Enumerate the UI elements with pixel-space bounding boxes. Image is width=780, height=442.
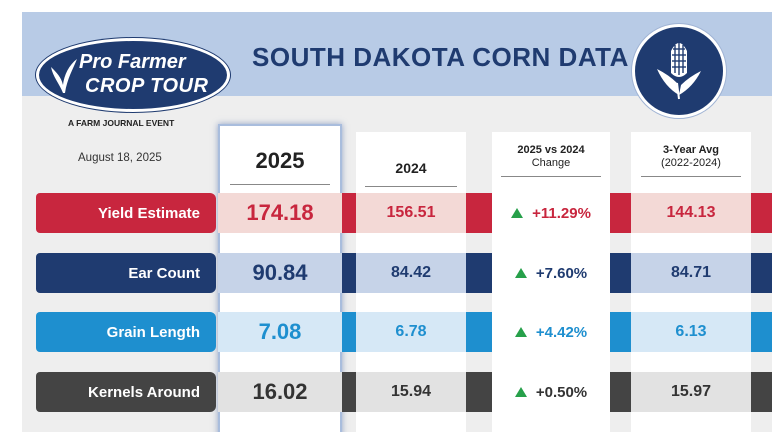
row-accent bbox=[751, 312, 772, 352]
row-accent bbox=[751, 193, 772, 233]
column-divider bbox=[640, 176, 742, 177]
logo-text-top: Pro Farmer bbox=[79, 51, 186, 73]
row-accent bbox=[610, 253, 631, 293]
value-2024: 15.94 bbox=[356, 372, 466, 412]
change-text: +11.29% bbox=[532, 204, 591, 222]
value-2025: 174.18 bbox=[218, 193, 342, 233]
column-divider bbox=[501, 176, 601, 177]
row-label: Yield Estimate bbox=[36, 193, 216, 233]
row-accent bbox=[610, 372, 631, 412]
value-change: +7.60% bbox=[492, 253, 610, 293]
row-accent bbox=[342, 253, 356, 293]
column-divider bbox=[364, 186, 458, 187]
change-text: +7.60% bbox=[535, 264, 588, 282]
row-accent bbox=[466, 253, 492, 293]
report-date: August 18, 2025 bbox=[78, 152, 162, 164]
value-change: +0.50% bbox=[492, 372, 610, 412]
row-accent bbox=[466, 312, 492, 352]
value-change: +11.29% bbox=[492, 193, 610, 233]
row-accent bbox=[466, 193, 492, 233]
row-accent bbox=[610, 193, 631, 233]
table-row: Kernels Around 16.02 15.94 +0.50% 15.97 bbox=[36, 372, 772, 412]
corn-badge bbox=[632, 24, 726, 118]
row-label: Grain Length bbox=[36, 312, 216, 352]
column-header-2024: 2024 bbox=[395, 160, 427, 176]
change-text: +0.50% bbox=[535, 383, 588, 401]
row-accent bbox=[610, 312, 631, 352]
column-divider bbox=[229, 184, 331, 185]
column-header-avg: 3-Year Avg bbox=[662, 144, 720, 156]
up-arrow-icon bbox=[511, 208, 524, 218]
table-row: Ear Count 90.84 84.42 +7.60% 84.71 bbox=[36, 253, 772, 293]
infographic: SOUTH DAKOTA CORN DATA Pro Farmer CROP T… bbox=[22, 12, 772, 432]
value-3yr-avg: 84.71 bbox=[631, 253, 751, 293]
value-2024: 156.51 bbox=[356, 193, 466, 233]
change-text: +4.42% bbox=[535, 323, 588, 341]
row-accent bbox=[466, 372, 492, 412]
column-header-2025: 2025 bbox=[255, 148, 305, 173]
row-accent bbox=[342, 193, 356, 233]
crop-tour-logo: Pro Farmer CROP TOUR bbox=[36, 38, 230, 112]
row-accent bbox=[342, 372, 356, 412]
table-row: Grain Length 7.08 6.78 +4.42% 6.13 bbox=[36, 312, 772, 352]
value-2025: 16.02 bbox=[218, 372, 342, 412]
logo-text-bottom: CROP TOUR bbox=[85, 75, 209, 97]
page-title: SOUTH DAKOTA CORN DATA bbox=[252, 42, 629, 72]
value-change: +4.42% bbox=[492, 312, 610, 352]
value-2025: 7.08 bbox=[218, 312, 342, 352]
event-tagline: A FARM JOURNAL EVENT bbox=[68, 118, 175, 128]
row-accent bbox=[751, 253, 772, 293]
column-header-change-sub: Change bbox=[531, 157, 571, 169]
corn-icon bbox=[657, 41, 701, 100]
value-3yr-avg: 144.13 bbox=[631, 193, 751, 233]
row-label: Ear Count bbox=[36, 253, 216, 293]
value-2024: 6.78 bbox=[356, 312, 466, 352]
value-3yr-avg: 6.13 bbox=[631, 312, 751, 352]
up-arrow-icon bbox=[514, 387, 527, 397]
table-row: Yield Estimate 174.18 156.51 +11.29% 144.13 bbox=[36, 193, 772, 233]
up-arrow-icon bbox=[514, 268, 527, 278]
value-2025: 90.84 bbox=[218, 253, 342, 293]
row-label: Kernels Around bbox=[36, 372, 216, 412]
leaf-icon bbox=[51, 59, 77, 93]
column-header-change: 2025 vs 2024 bbox=[517, 144, 585, 156]
row-accent bbox=[342, 312, 356, 352]
row-accent bbox=[751, 372, 772, 412]
column-header-avg-sub: (2022-2024) bbox=[661, 157, 721, 169]
up-arrow-icon bbox=[514, 327, 527, 337]
value-2024: 84.42 bbox=[356, 253, 466, 293]
value-3yr-avg: 15.97 bbox=[631, 372, 751, 412]
